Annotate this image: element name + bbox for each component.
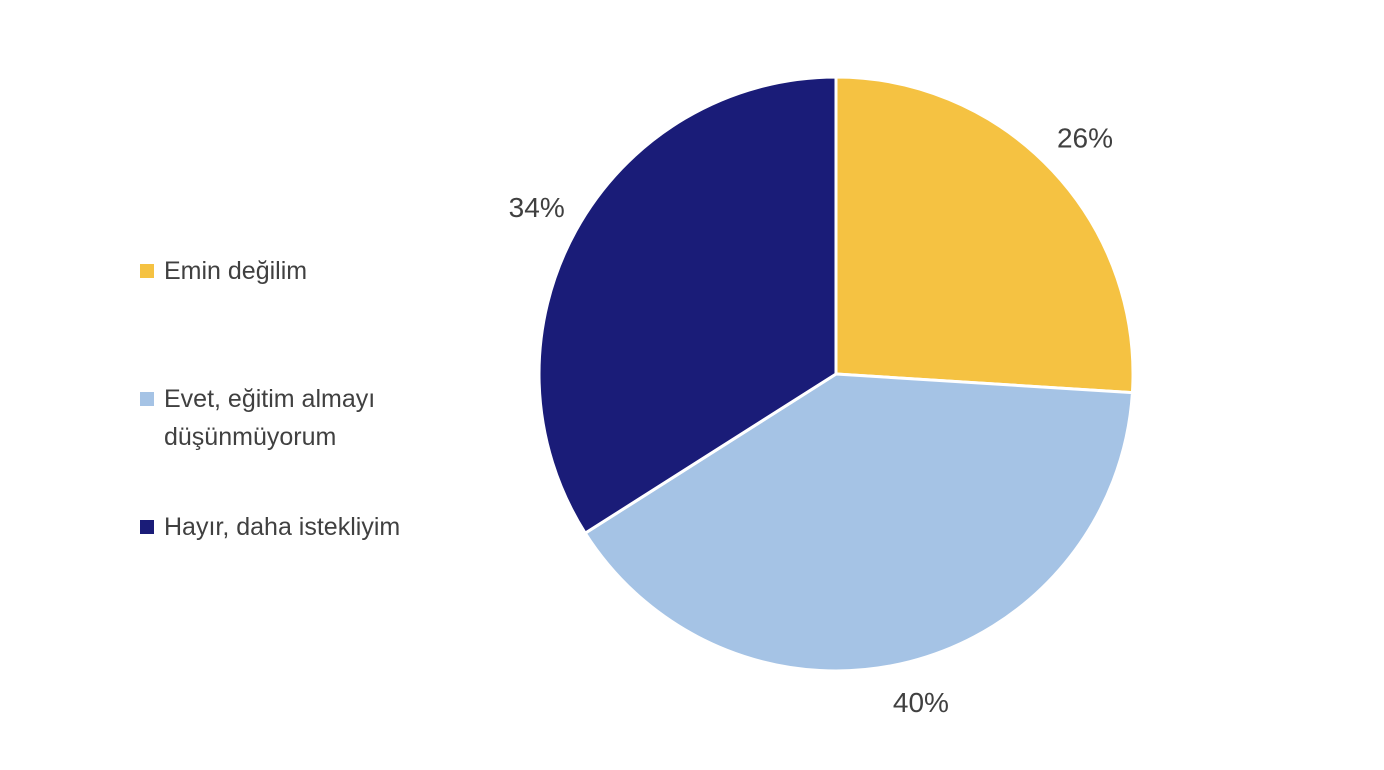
data-label: 40% [893, 687, 949, 718]
legend-label: Hayır, daha istekliyim [164, 513, 401, 541]
legend-swatch [140, 520, 154, 534]
legend-label: Emin değilim [164, 257, 308, 285]
legend-swatch [140, 264, 154, 278]
data-label: 26% [1057, 123, 1113, 154]
legend-item: Hayır, daha istekliyim [140, 508, 470, 546]
legend-item: Emin değilim [140, 252, 470, 290]
pie-slice [583, 372, 1135, 673]
legend-swatch [140, 392, 154, 406]
data-label: 34% [509, 192, 565, 223]
pie-slice [537, 75, 838, 536]
pie-slice [834, 75, 1135, 395]
legend-label: Evet, eğitim almayı düşünmüyorum [164, 385, 376, 451]
legend-item: Evet, eğitim almayı düşünmüyorum [140, 380, 470, 456]
